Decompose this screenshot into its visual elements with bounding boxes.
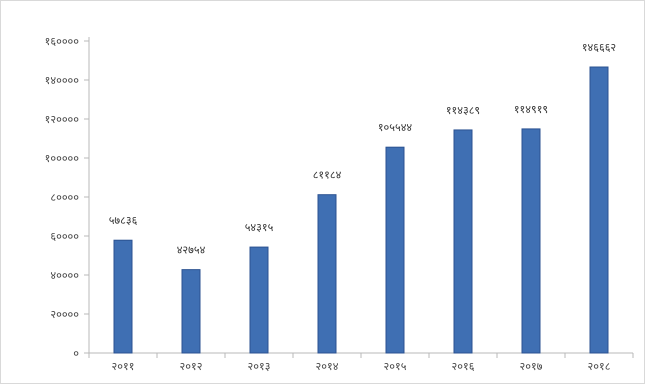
data-label: ११४३८९ [446, 104, 480, 117]
data-label: १०५५४४ [378, 121, 413, 134]
bar [453, 129, 473, 354]
y-tick-label: २०००० [50, 308, 79, 321]
y-tick-label: ६०००० [50, 230, 79, 243]
tick-labels: ० २०००० ४०००० ६०००० ८०००० १००००० १२०००० १४०००० १… [45, 35, 611, 373]
x-tick-label: २०१५ [384, 360, 407, 373]
bar [521, 128, 541, 354]
x-tick-label: २०१३ [248, 360, 271, 373]
bar [317, 194, 337, 354]
bar [249, 246, 269, 354]
data-label: १४६६६२ [582, 41, 616, 54]
x-tick-label: २०१२ [180, 360, 203, 373]
x-tick-label: २०१६ [452, 360, 475, 373]
y-tick-label: ८०००० [50, 191, 79, 204]
bars [113, 66, 609, 354]
x-tick-label: २०१४ [316, 360, 339, 373]
x-tick-label: २०११ [112, 360, 135, 373]
y-tick-label: १२०००० [45, 113, 80, 126]
x-tick-label: २०१८ [588, 360, 611, 373]
bar [181, 269, 201, 354]
bar [589, 66, 609, 354]
y-tick-label: ४०००० [50, 269, 79, 282]
data-labels: ५७८३६ ४२७५४ ५४३१५ ८११८४ १०५५४४ ११४३८९ ११४९१९ १४… [109, 41, 616, 257]
y-tick-label: १६०००० [45, 35, 80, 48]
y-tick-label: ० [73, 347, 79, 360]
axes [84, 37, 634, 358]
bar [385, 146, 405, 354]
y-tick-label: १००००० [45, 152, 80, 165]
data-label: ५७८३६ [109, 214, 138, 227]
data-label: ४२७५४ [177, 244, 206, 257]
x-tick-label: २०१७ [520, 360, 543, 373]
data-label: ११४९१९ [514, 103, 548, 116]
bar [113, 239, 133, 354]
y-tick-label: १४०००० [45, 74, 80, 87]
data-label: ८११८४ [313, 169, 342, 182]
data-label: ५४३१५ [245, 221, 274, 234]
